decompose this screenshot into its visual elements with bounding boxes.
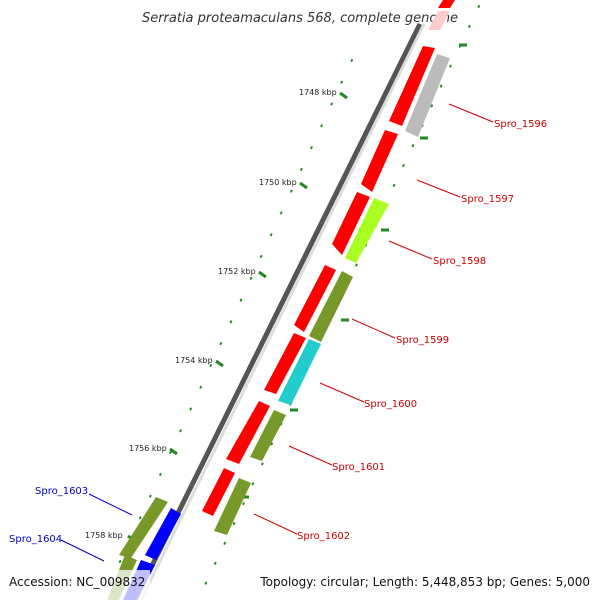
map-title: Serratia proteamaculans 568, complete ge… [142,11,458,26]
cog-arrow-1600[interactable] [278,339,321,405]
gene-labels: Spro_1596 Spro_1597 Spro_1598 Spro_1599 … [9,119,547,545]
gene-label-1603[interactable]: Spro_1603 [35,486,88,497]
gene-label-1599[interactable]: Spro_1599 [396,335,449,346]
gene-label-1602[interactable]: Spro_1602 [297,531,350,542]
gene-arrow-1596[interactable] [389,46,435,126]
gene-label-1600[interactable]: Spro_1600 [364,399,417,410]
gene-arrow-1599[interactable] [294,265,336,332]
summary-text: Topology: circular; Length: 5,448,853 bp… [259,575,590,589]
leader-lines [60,103,494,562]
cog-arrow-1603[interactable] [119,497,168,558]
cog-arrow-1601[interactable] [250,410,286,461]
gene-arrow-1602[interactable] [202,468,235,516]
gene-arrow-top[interactable] [428,0,455,30]
cog-arrow-1599[interactable] [309,271,353,342]
cog-arrow-1596[interactable] [405,54,450,137]
gene-label-1597[interactable]: Spro_1597 [461,194,514,205]
gene-label-1598[interactable]: Spro_1598 [433,256,486,267]
tick-label-1752: 1752 kbp [218,267,256,276]
major-ticks [127,91,348,543]
genome-backbone [132,22,426,600]
gene-arrow-1603[interactable] [145,508,181,560]
cds-ring [202,46,435,516]
gene-label-1604[interactable]: Spro_1604 [9,534,62,545]
cog-ring [107,54,450,600]
tick-labels: 1748 kbp 1750 kbp 1752 kbp 1754 kbp 1756… [85,88,337,540]
cog-arrow-1602[interactable] [214,478,251,535]
gene-label-1596[interactable]: Spro_1596 [494,119,547,130]
gene-arrow-1597[interactable] [361,130,398,192]
tick-label-1748: 1748 kbp [299,88,337,97]
dotted-rings [105,5,480,593]
cog-arrow-1598[interactable] [345,198,389,263]
gene-arrow-1601[interactable] [226,401,270,464]
gene-arrow-1598[interactable] [332,192,370,255]
tick-label-1756: 1756 kbp [129,444,167,453]
gene-arrow-1600[interactable] [264,333,306,394]
tick-label-1758: 1758 kbp [85,531,123,540]
tick-label-1754: 1754 kbp [175,356,213,365]
gene-label-1601[interactable]: Spro_1601 [332,462,385,473]
tick-label-1750: 1750 kbp [259,178,297,187]
accession-text: Accession: NC_009832 [9,575,145,589]
accession-backdrop [0,570,150,600]
